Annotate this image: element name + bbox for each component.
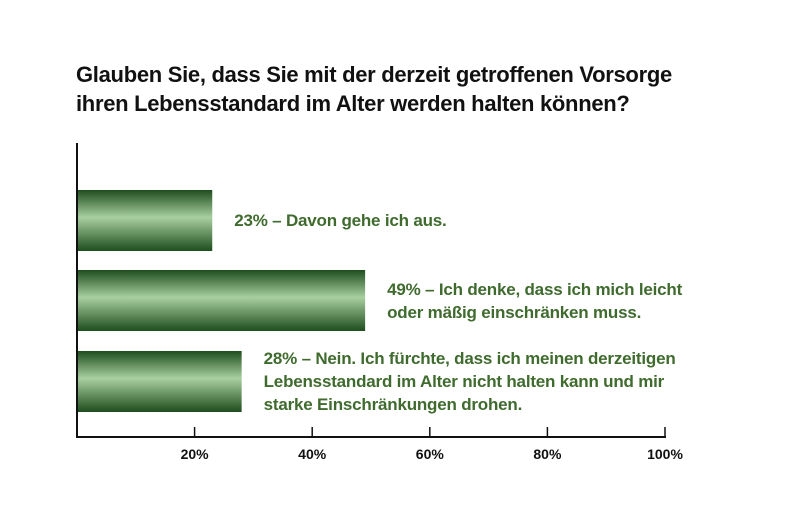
axes-group [76, 143, 666, 438]
bar-label-2-line-1: 49% – Ich denke, dass ich mich leicht [387, 279, 683, 299]
x-tick-label-5: 100% [647, 446, 683, 462]
bar-label-3-line-1: 28% – Nein. Ich fürchte, dass ich meinen… [263, 349, 676, 368]
x-tick-label-2: 40% [298, 446, 327, 462]
bar-1 [77, 190, 213, 251]
bars-group [77, 190, 366, 412]
chart-title-line-1: Glauben Sie, dass Sie mit der derzeit ge… [76, 62, 672, 87]
chart-title-line-2: ihren Lebensstandard im Alter werden hal… [76, 91, 630, 116]
bar-label-3-line-3: starke Einschränkungen drohen. [263, 395, 523, 414]
x-tick-label-3: 60% [416, 446, 445, 462]
bar-label-2-line-2: oder mäßig einschränken muss. [387, 302, 642, 322]
bar-3 [77, 351, 242, 412]
x-ticks-group: 20% 40% 60% 80% 100% [181, 427, 683, 462]
x-tick-label-4: 80% [533, 446, 562, 462]
x-tick-label-1: 20% [181, 446, 210, 462]
bar-label-1-line-1: 23% – Davon gehe ich aus. [234, 211, 447, 230]
bar-label-1: 23% – Davon gehe ich aus. [234, 209, 447, 232]
chart-title: Glauben Sie, dass Sie mit der derzeit ge… [76, 60, 776, 118]
bar-label-3: 28% – Nein. Ich fürchte, dass ich meinen… [264, 347, 676, 416]
bar-label-3-line-2: Lebensstandard im Alter nicht halten kan… [263, 372, 665, 391]
bar-2 [77, 270, 366, 331]
bar-label-2: 49% – Ich denke, dass ich mich leicht ode… [387, 278, 682, 324]
